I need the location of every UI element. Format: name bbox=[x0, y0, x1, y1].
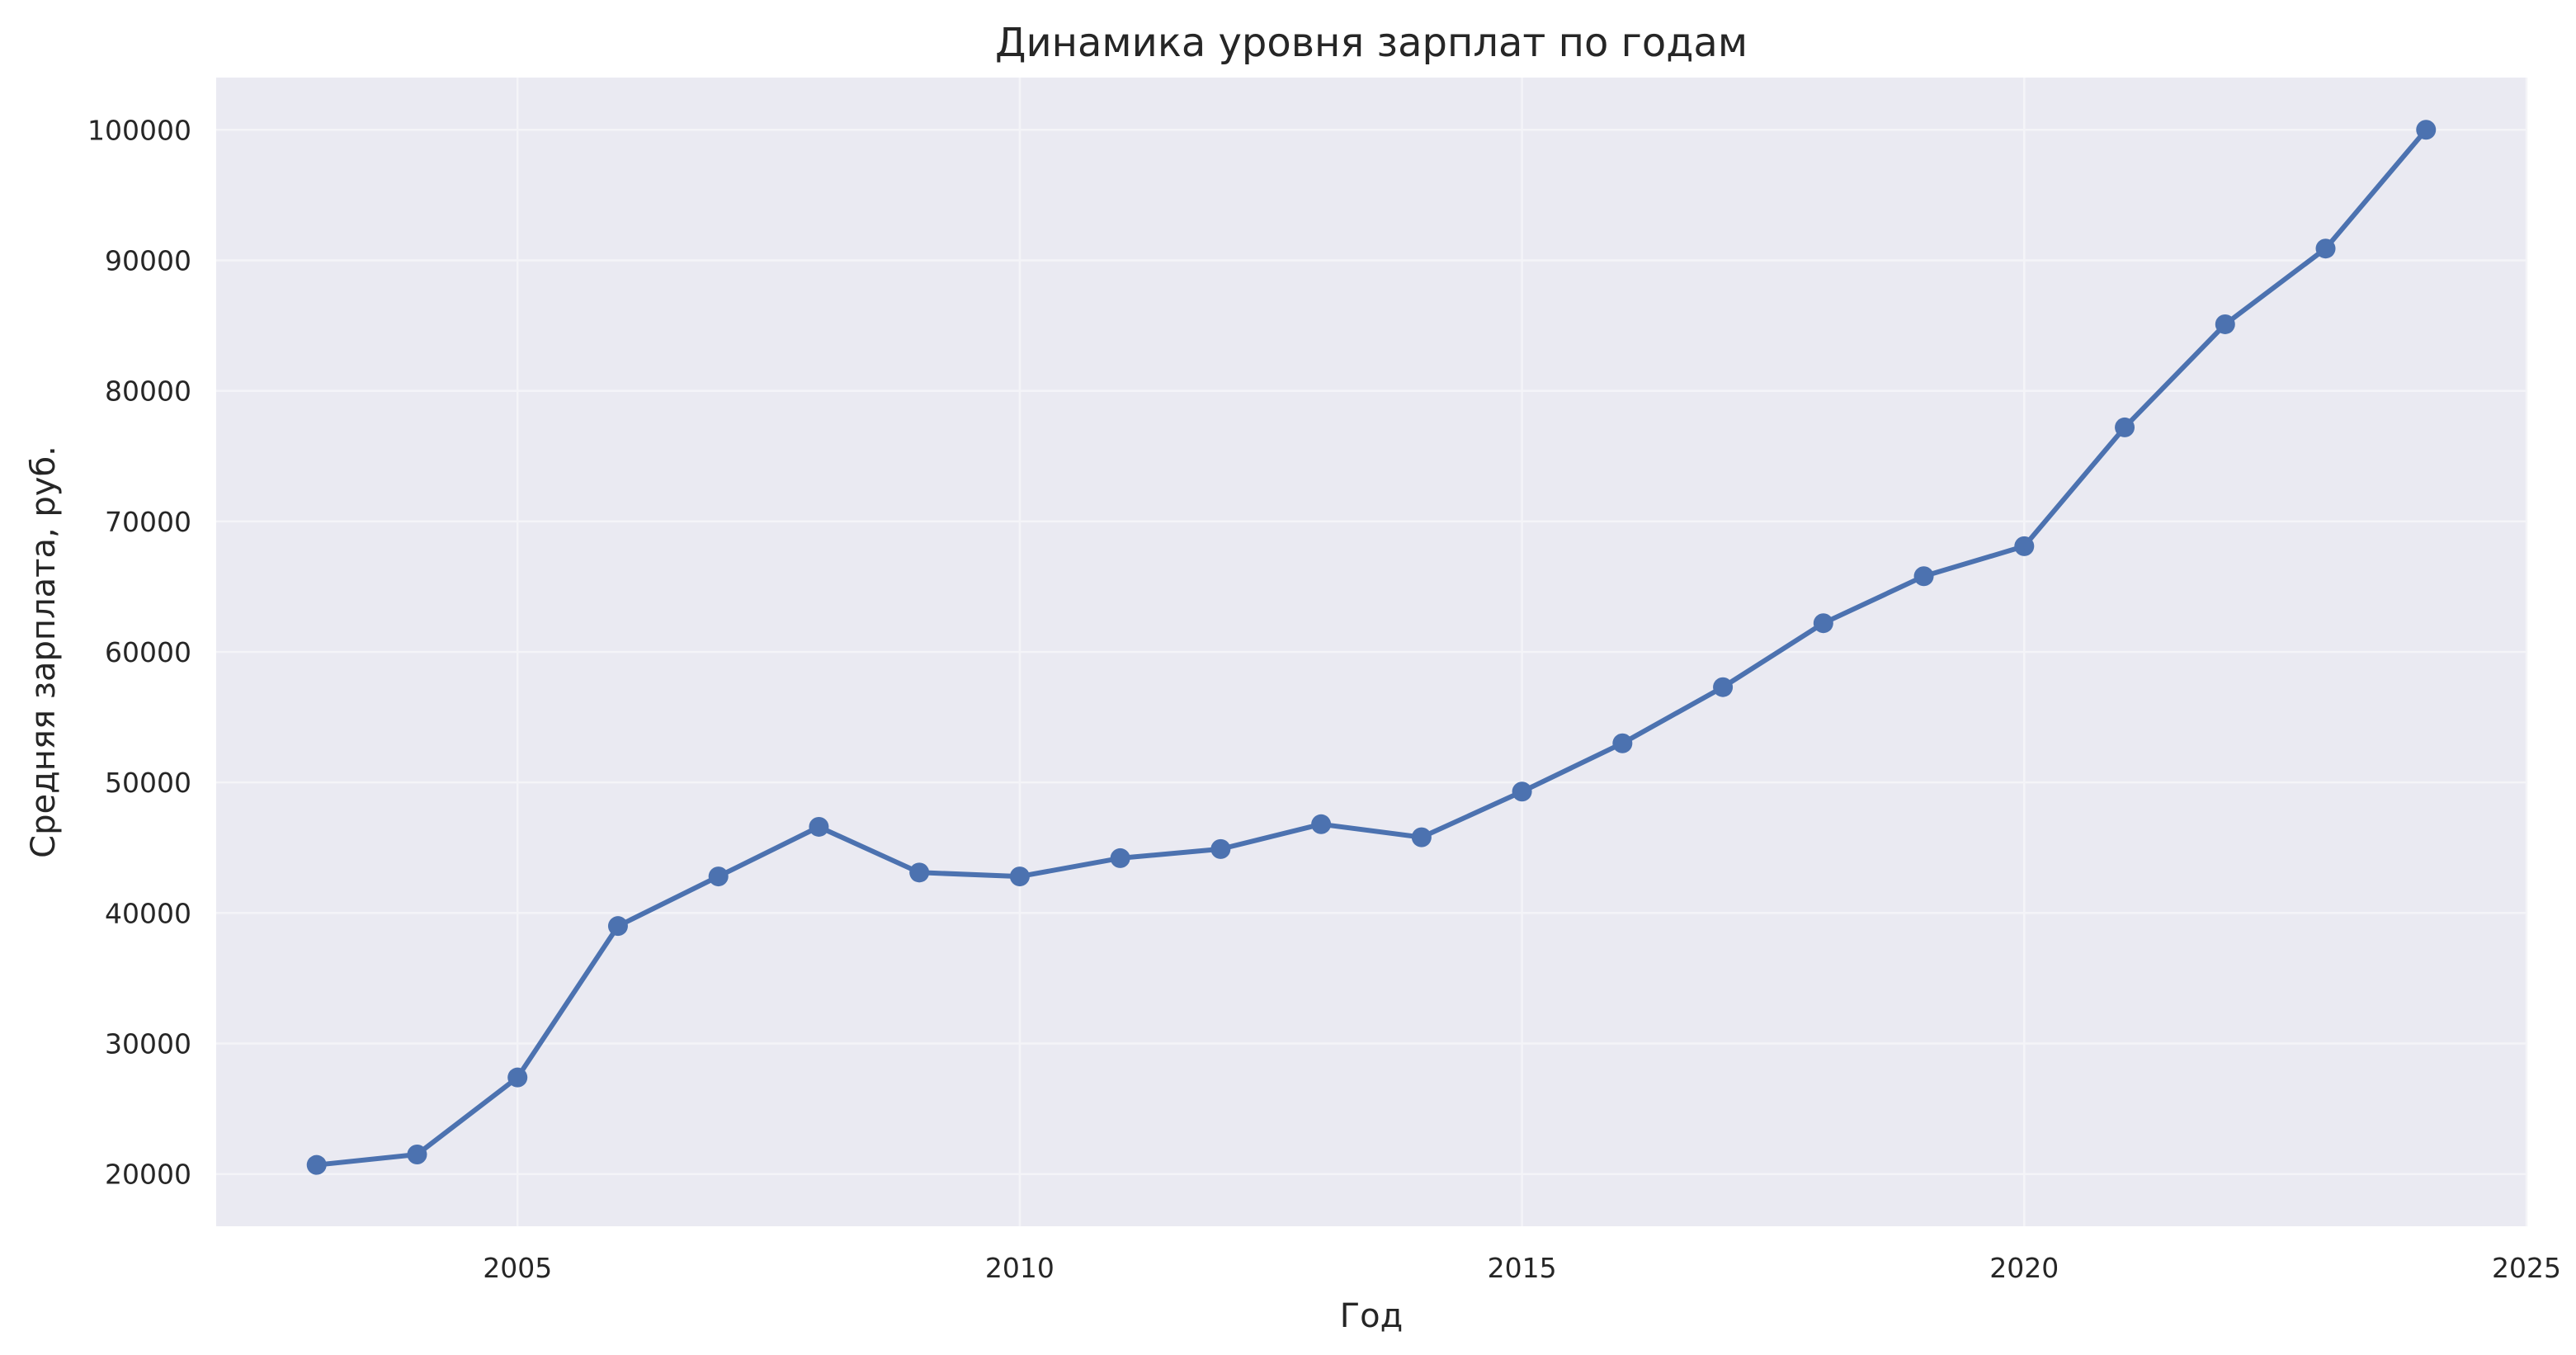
chart-title: Динамика уровня зарплат по годам bbox=[995, 20, 1748, 66]
y-tick-label: 30000 bbox=[105, 1028, 191, 1060]
series-layer bbox=[306, 120, 2437, 1175]
y-axis-ticks: 20000 30000 40000 50000 60000 70000 80000 90000… bbox=[87, 114, 191, 1190]
data-point bbox=[2315, 238, 2336, 259]
data-point bbox=[1913, 566, 1934, 587]
data-point bbox=[1813, 613, 1833, 634]
data-point bbox=[2416, 120, 2437, 140]
data-point bbox=[1009, 866, 1030, 887]
data-point bbox=[1411, 827, 1432, 847]
data-point bbox=[1512, 781, 1532, 802]
y-tick-label: 90000 bbox=[105, 244, 191, 276]
y-tick-label: 60000 bbox=[105, 636, 191, 668]
data-point bbox=[809, 816, 829, 837]
y-tick-label: 20000 bbox=[105, 1159, 191, 1191]
x-tick-label: 2020 bbox=[1989, 1252, 2059, 1284]
data-point bbox=[407, 1145, 427, 1164]
data-point bbox=[909, 862, 930, 883]
series-line bbox=[314, 127, 2429, 1168]
data-point bbox=[2014, 536, 2035, 556]
x-tick-label: 2005 bbox=[483, 1252, 552, 1284]
y-tick-label: 100000 bbox=[87, 114, 191, 146]
data-point bbox=[1612, 733, 1633, 753]
data-point bbox=[2215, 314, 2235, 334]
y-tick-label: 40000 bbox=[105, 897, 191, 929]
x-tick-label: 2010 bbox=[985, 1252, 1054, 1284]
x-tick-label: 2015 bbox=[1488, 1252, 1557, 1284]
data-point bbox=[306, 1154, 327, 1175]
x-axis-ticks: 2005 2010 2015 2020 2025 bbox=[483, 1252, 2561, 1284]
data-point bbox=[1713, 677, 1734, 697]
data-point bbox=[607, 916, 628, 937]
y-axis-label: Средняя зарплата, руб. bbox=[25, 446, 63, 858]
data-point bbox=[708, 866, 729, 887]
data-point bbox=[1110, 847, 1130, 868]
y-tick-label: 50000 bbox=[105, 767, 191, 799]
x-axis-label: Год bbox=[1340, 1297, 1404, 1335]
grid-lines bbox=[216, 78, 2528, 1226]
data-point bbox=[1210, 838, 1231, 859]
data-point bbox=[1311, 814, 1332, 834]
data-point bbox=[507, 1067, 528, 1088]
y-tick-label: 80000 bbox=[105, 375, 191, 408]
x-tick-label: 2025 bbox=[2492, 1252, 2561, 1284]
y-tick-label: 70000 bbox=[105, 506, 191, 538]
data-point bbox=[2115, 417, 2135, 437]
